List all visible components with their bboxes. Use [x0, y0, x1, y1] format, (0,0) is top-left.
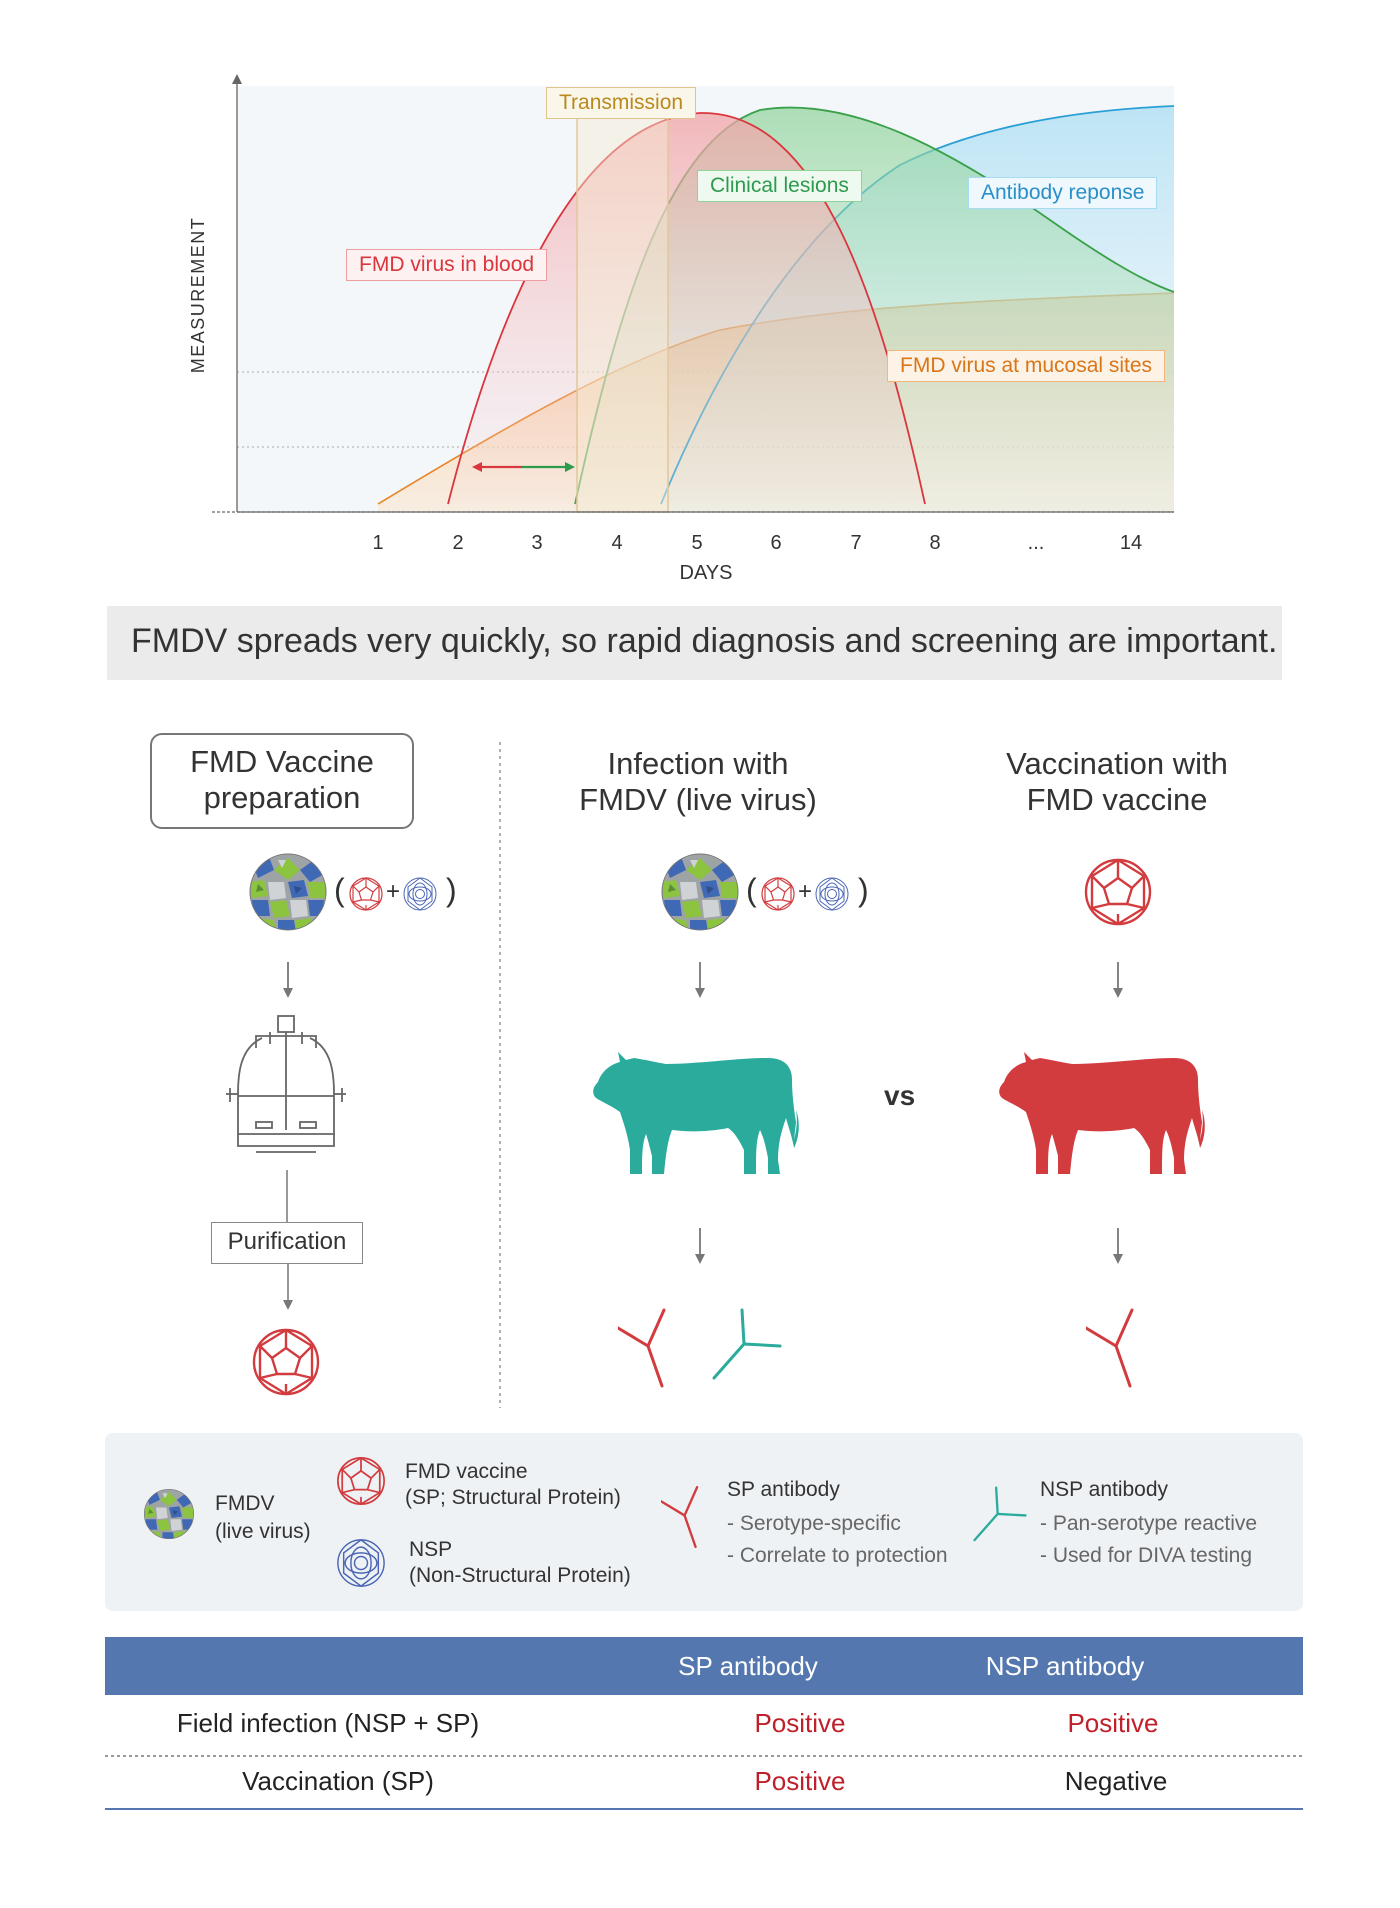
x-tick-label: ...	[1028, 532, 1045, 554]
infected-cow-icon	[588, 1040, 808, 1176]
protein-group: ( + )	[334, 868, 464, 916]
table-cell-sp: Positive	[754, 1766, 846, 1796]
vaccinated-cow-icon	[994, 1040, 1214, 1176]
legend-sp-antibody-title: SP antibody	[727, 1478, 840, 1501]
transmission-label: Transmission	[546, 87, 697, 119]
sp-antibody-icon	[1086, 1308, 1142, 1388]
legend-fmdv-sub: (live virus)	[215, 1520, 311, 1543]
down-arrow-icon	[1108, 960, 1128, 1000]
x-tick-label: 1	[372, 532, 383, 554]
timeline-chart: 1 2 3 4 5 6 7 8... 14 DAYS MEASUREMENT	[188, 74, 1175, 584]
down-arrow-icon	[690, 960, 710, 1000]
down-arrow-icon	[690, 1226, 710, 1266]
plus-sign: +	[386, 878, 401, 905]
nsp-antibody-icon	[973, 1485, 1027, 1549]
paren-close: )	[446, 872, 457, 908]
vs-label: vs	[884, 1080, 916, 1111]
nsp-antibody-icon	[712, 1308, 782, 1388]
table-row-label: Vaccination (SP)	[242, 1766, 434, 1796]
blood-area	[448, 112, 925, 505]
legend-nsp-title: NSP	[409, 1538, 453, 1561]
table-row-label: Field infection (NSP + SP)	[176, 1708, 480, 1738]
flow-line	[286, 1170, 288, 1222]
legend-nsp-antibody-title: NSP antibody	[1040, 1478, 1169, 1501]
x-tick-label: 4	[611, 532, 622, 554]
transmission-band	[576, 117, 669, 513]
down-arrow-icon	[278, 960, 298, 1000]
table-bottom-rule	[105, 1808, 1303, 1810]
vaccination-title: Vaccination with FMD vaccine	[1006, 746, 1228, 817]
table-header-nsp: NSP antibody	[985, 1651, 1145, 1681]
legend-vaccine-title: FMD vaccine	[405, 1460, 528, 1483]
legend-nsp-sub: (Non-Structural Protein)	[409, 1564, 631, 1587]
series-label-antibody: Antibody reponse	[968, 177, 1158, 209]
bioreactor-icon	[226, 1015, 346, 1153]
legend-fmdv-title: FMDV	[215, 1492, 275, 1515]
fmdv-virus-icon	[143, 1488, 195, 1540]
x-axis-label: DAYS	[680, 562, 733, 584]
nsp-icon	[335, 1537, 387, 1589]
nsp-protein-icon	[402, 876, 438, 912]
fmd-vaccine-icon	[335, 1455, 387, 1507]
x-tick-label: 7	[850, 532, 861, 554]
prep-title-box	[150, 733, 414, 829]
x-tick-label: 14	[1120, 532, 1142, 554]
table-cell-nsp: Negative	[1064, 1766, 1168, 1796]
fmd-vaccine-icon	[250, 1326, 322, 1398]
fmdv-virus-icon	[248, 852, 328, 932]
incubation-arrow-head-right	[565, 462, 575, 472]
y-axis-label: MEASUREMENT	[188, 217, 208, 374]
legend-nsp-antibody-l2: - Used for DIVA testing	[1040, 1544, 1253, 1567]
series-label-mucosal: FMD virus at mucosal sites	[887, 350, 1166, 382]
table-cell-nsp: Positive	[1067, 1708, 1159, 1738]
down-arrow-icon	[1108, 1226, 1128, 1266]
x-tick-label: 8	[929, 532, 940, 554]
x-tick-label: 3	[531, 532, 542, 554]
sp-protein-icon	[348, 876, 384, 912]
plus-sign: +	[798, 878, 813, 905]
legend-vaccine-sub: (SP; Structural Protein)	[405, 1486, 621, 1509]
sp-protein-icon	[760, 876, 796, 912]
paren-open: (	[334, 872, 345, 908]
x-tick-label: 5	[691, 532, 702, 554]
legend-nsp-antibody-l1: - Pan-serotype reactive	[1040, 1512, 1258, 1535]
table-row-divider	[105, 1755, 1303, 1757]
series-label-lesions: Clinical lesions	[697, 170, 862, 202]
results-table-header: SP antibody NSP antibody	[105, 1637, 1303, 1695]
series-label-blood: FMD virus in blood	[346, 249, 548, 281]
x-tick-label: 6	[770, 532, 781, 554]
fmd-vaccine-icon	[1082, 856, 1154, 928]
purification-step: Purification	[211, 1222, 363, 1264]
y-axis-arrow	[232, 74, 242, 84]
x-tick-label: 2	[452, 532, 463, 554]
legend-sp-antibody-l1: - Serotype-specific	[727, 1512, 901, 1535]
infection-title: Infection with FMDV (live virus)	[579, 746, 817, 817]
column-divider	[499, 742, 501, 1408]
down-arrow-icon	[283, 1264, 293, 1310]
protein-group: ( + )	[746, 868, 876, 916]
sp-antibody-icon	[661, 1485, 705, 1549]
table-cell-sp: Positive	[754, 1708, 846, 1738]
key-message-text: FMDV spreads very quickly, so rapid diag…	[131, 622, 1278, 660]
table-header-sp: SP antibody	[678, 1651, 818, 1681]
fmdv-virus-icon	[660, 852, 740, 932]
key-message-banner: FMDV spreads very quickly, so rapid diag…	[107, 606, 1282, 680]
paren-open: (	[746, 872, 757, 908]
legend-sp-antibody-l2: - Correlate to protection	[727, 1544, 948, 1567]
legend-panel: FMDV (live virus) FMD vaccine (SP; Struc…	[105, 1433, 1303, 1611]
paren-close: )	[858, 872, 869, 908]
nsp-protein-icon	[814, 876, 850, 912]
incubation-arrow-head-left	[472, 462, 482, 472]
prep-title: FMD Vaccine preparation	[190, 744, 374, 815]
blood-curve	[447, 112, 926, 505]
sp-antibody-icon	[618, 1308, 674, 1388]
